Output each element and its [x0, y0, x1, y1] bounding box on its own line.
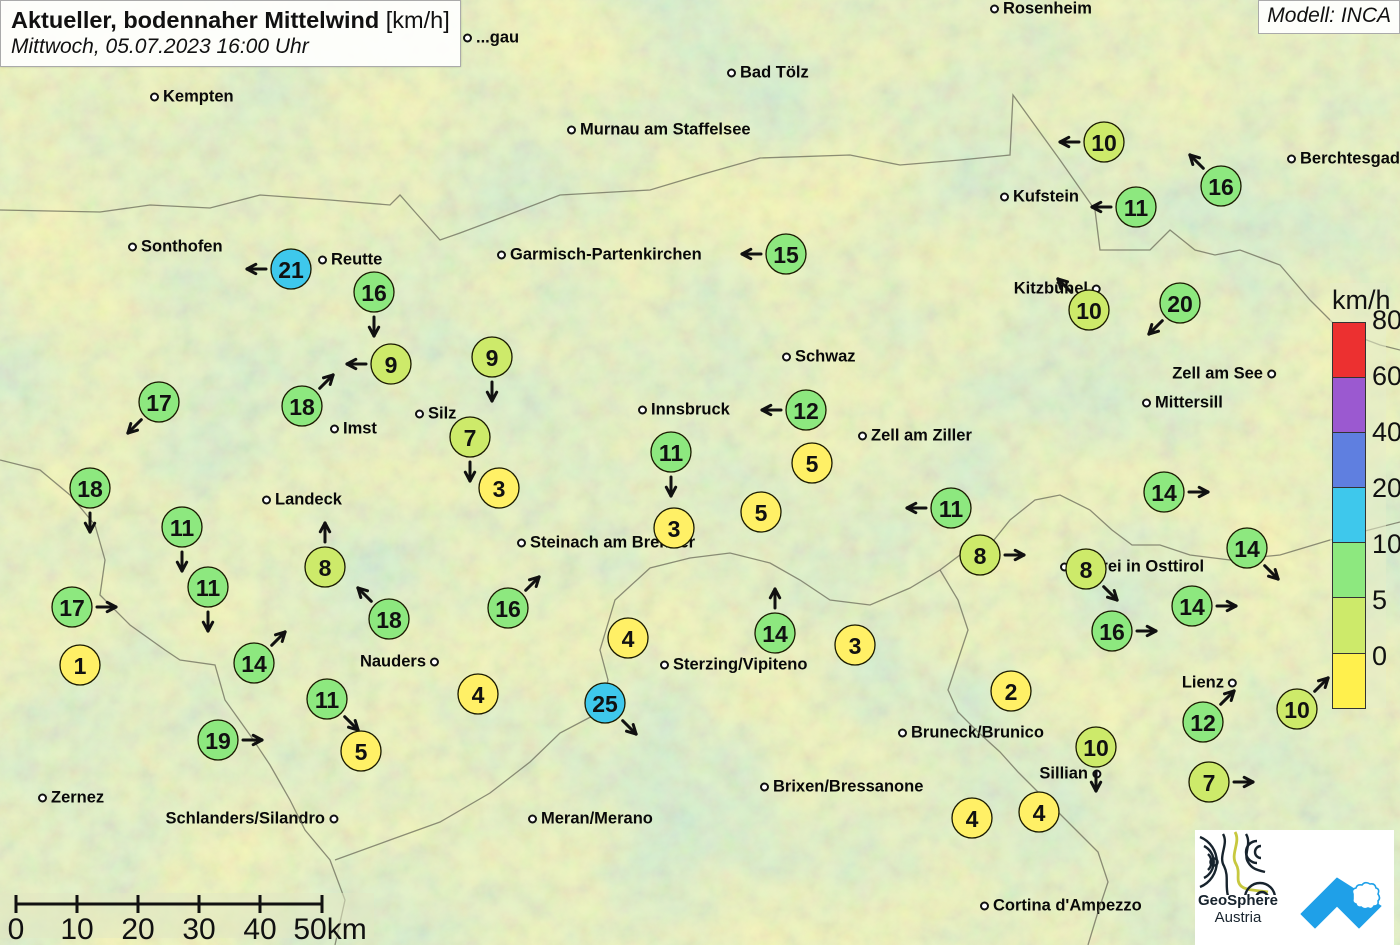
svg-text:7: 7	[1203, 770, 1216, 796]
svg-text:4: 4	[966, 806, 979, 832]
svg-text:16: 16	[1208, 174, 1234, 200]
svg-text:14: 14	[762, 621, 788, 647]
svg-text:9: 9	[385, 352, 398, 378]
svg-text:11: 11	[196, 575, 221, 601]
svg-text:21: 21	[278, 257, 304, 283]
svg-text:14: 14	[1179, 594, 1205, 620]
svg-text:16: 16	[361, 280, 387, 306]
svg-text:17: 17	[59, 595, 85, 621]
svg-text:19: 19	[205, 728, 231, 754]
svg-text:8: 8	[1080, 557, 1093, 583]
svg-text:14: 14	[1151, 480, 1177, 506]
svg-text:9: 9	[486, 345, 499, 371]
svg-text:10: 10	[1083, 735, 1109, 761]
svg-text:14: 14	[1234, 536, 1260, 562]
svg-text:11: 11	[1124, 195, 1149, 221]
svg-text:15: 15	[773, 242, 799, 268]
svg-text:1: 1	[74, 653, 87, 679]
svg-text:10: 10	[1076, 298, 1102, 324]
svg-text:18: 18	[77, 476, 103, 502]
svg-text:20: 20	[1167, 291, 1193, 317]
svg-text:16: 16	[1099, 619, 1125, 645]
svg-text:10: 10	[1284, 697, 1310, 723]
svg-text:7: 7	[464, 425, 477, 451]
svg-text:17: 17	[146, 390, 172, 416]
svg-text:3: 3	[668, 516, 681, 542]
svg-text:14: 14	[241, 651, 267, 677]
svg-text:11: 11	[659, 440, 684, 466]
svg-text:5: 5	[755, 500, 768, 526]
svg-text:12: 12	[1190, 710, 1216, 736]
svg-text:4: 4	[472, 682, 485, 708]
svg-text:4: 4	[1033, 800, 1046, 826]
svg-text:16: 16	[495, 596, 521, 622]
svg-text:25: 25	[592, 691, 618, 717]
svg-text:18: 18	[376, 607, 402, 633]
svg-text:2: 2	[1005, 679, 1018, 705]
svg-text:5: 5	[806, 451, 819, 477]
svg-text:11: 11	[939, 496, 964, 522]
svg-text:11: 11	[315, 687, 340, 713]
svg-text:4: 4	[622, 626, 635, 652]
svg-text:5: 5	[355, 739, 368, 765]
svg-text:3: 3	[849, 633, 862, 659]
svg-text:10: 10	[1091, 130, 1117, 156]
svg-text:12: 12	[793, 398, 819, 424]
svg-text:8: 8	[319, 555, 332, 581]
svg-text:8: 8	[974, 543, 987, 569]
svg-text:3: 3	[493, 476, 506, 502]
svg-text:11: 11	[170, 515, 195, 541]
svg-text:18: 18	[289, 394, 315, 420]
